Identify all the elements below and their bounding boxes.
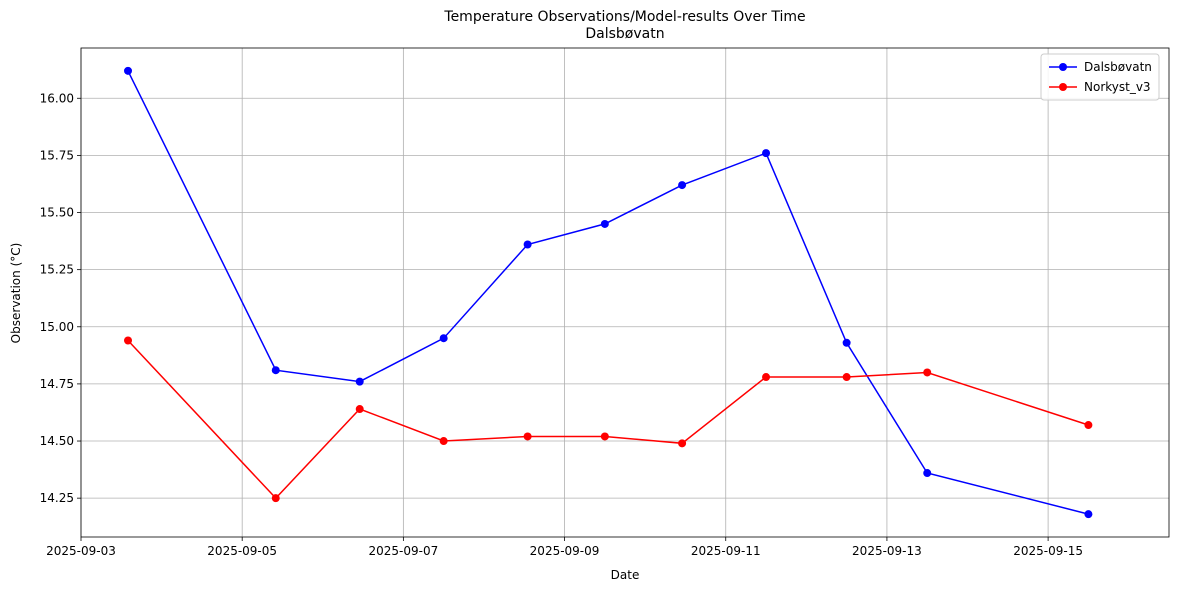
chart-title: Temperature Observations/Model-results O…	[443, 9, 805, 25]
x-axis-label: Date	[611, 568, 640, 582]
y-tick-label: 15.75	[40, 148, 74, 162]
data-point-norkyst-v3	[678, 439, 687, 448]
data-point-dalsb-vatn	[923, 469, 932, 478]
data-point-norkyst-v3	[523, 432, 532, 441]
x-tick-label: 2025-09-11	[691, 544, 761, 558]
x-tick-label: 2025-09-15	[1013, 544, 1083, 558]
y-tick-label: 14.50	[40, 434, 74, 448]
data-point-dalsb-vatn	[600, 219, 609, 228]
data-point-norkyst-v3	[842, 373, 851, 382]
data-point-dalsb-vatn	[355, 377, 364, 386]
data-point-dalsb-vatn	[678, 181, 687, 190]
data-point-dalsb-vatn	[523, 240, 532, 249]
y-tick-label: 14.25	[40, 491, 74, 505]
data-point-dalsb-vatn	[439, 334, 448, 343]
grid	[80, 48, 1169, 537]
data-point-norkyst-v3	[271, 494, 280, 503]
legend: Dalsbøvatn Norkyst_v3	[1040, 53, 1160, 101]
data-point-dalsb-vatn	[271, 366, 280, 375]
data-point-norkyst-v3	[600, 432, 609, 441]
data-point-dalsb-vatn	[842, 338, 851, 347]
series-layer	[124, 66, 1093, 519]
x-tick-label: 2025-09-09	[530, 544, 600, 558]
legend-label-dalsb-vatn: Dalsbøvatn	[1084, 60, 1152, 74]
y-tick-label: 14.75	[40, 377, 74, 391]
axes: 2025-09-03 2025-09-05 2025-09-07 2025-09-09…	[40, 47, 1170, 558]
x-tick-label: 2025-09-13	[852, 544, 922, 558]
chart-subtitle: Dalsbøvatn	[585, 26, 664, 42]
x-tick-label: 2025-09-03	[46, 544, 116, 558]
legend-box	[1040, 53, 1160, 101]
y-axis-label: Observation (°C)	[9, 243, 23, 344]
data-point-norkyst-v3	[439, 437, 448, 446]
data-point-norkyst-v3	[355, 405, 364, 414]
data-point-norkyst-v3	[1084, 421, 1093, 430]
x-tick-label: 2025-09-07	[368, 544, 438, 558]
data-point-norkyst-v3	[124, 336, 133, 345]
legend-marker-dalsb-vatn	[1059, 63, 1067, 71]
y-tick-label: 15.50	[40, 206, 74, 220]
plot-frame	[80, 47, 1170, 538]
data-point-dalsb-vatn	[1084, 510, 1093, 519]
data-point-dalsb-vatn	[762, 149, 771, 158]
y-tick-label: 16.00	[40, 91, 74, 105]
data-point-norkyst-v3	[923, 368, 932, 377]
data-point-dalsb-vatn	[124, 66, 133, 75]
legend-label-norkyst-v3: Norkyst_v3	[1084, 80, 1151, 94]
data-point-norkyst-v3	[762, 373, 771, 382]
legend-marker-norkyst-v3	[1059, 83, 1067, 91]
x-tick-label: 2025-09-05	[207, 544, 277, 558]
y-tick-label: 15.25	[40, 263, 74, 277]
y-tick-label: 15.00	[40, 320, 74, 334]
